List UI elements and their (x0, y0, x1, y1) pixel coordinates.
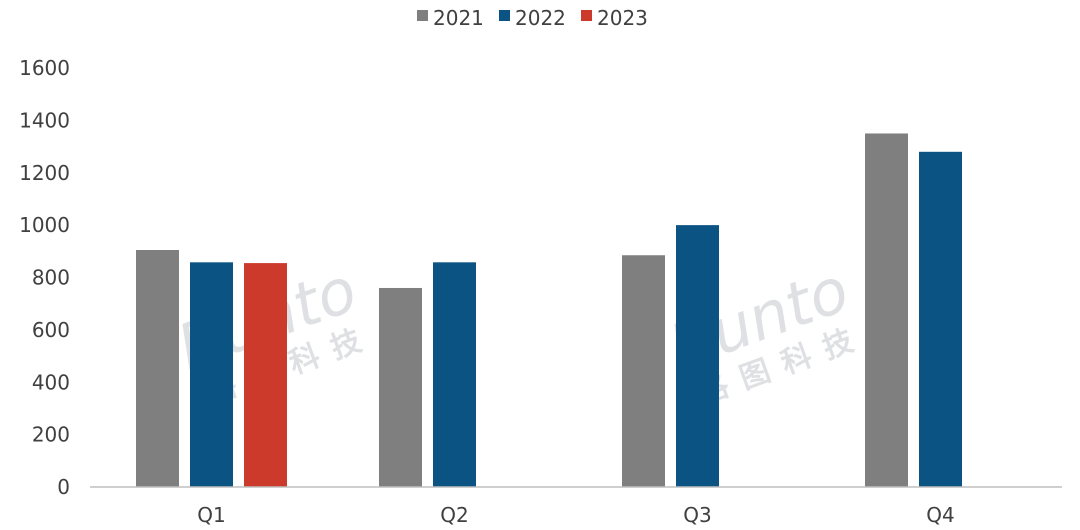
legend-label: 2021 (433, 6, 484, 30)
bar-2021-Q2 (379, 287, 422, 487)
x-tick-label: Q4 (926, 503, 954, 527)
bar-2022-Q2 (433, 262, 476, 487)
y-tick-label: 800 (32, 266, 70, 290)
legend-label: 2022 (515, 6, 566, 30)
bar-2022-Q4 (919, 151, 962, 488)
y-tick-label: 400 (32, 370, 70, 394)
legend-swatch-2022 (499, 10, 510, 21)
x-tick-label: Q1 (197, 503, 225, 527)
bar-2023-Q1 (244, 263, 287, 487)
legend-swatch-2023 (581, 10, 592, 21)
x-tick-label: Q3 (683, 503, 711, 527)
bars (136, 133, 962, 488)
legend-swatch-2021 (417, 10, 428, 21)
x-tick-label: Q2 (440, 503, 468, 527)
legend-label: 2023 (597, 6, 648, 30)
y-tick-label: 1600 (19, 56, 70, 80)
x-axis: Q1 Q2 Q3 Q4 (197, 503, 954, 527)
y-tick-label: 200 (32, 423, 70, 447)
bar-2021-Q1 (136, 250, 179, 487)
bar-2022-Q3 (676, 225, 719, 487)
bar-2021-Q4 (865, 133, 908, 487)
y-tick-label: 1200 (19, 161, 70, 185)
legend: 2021 2022 2023 (417, 6, 648, 30)
bar-2021-Q3 (622, 255, 665, 487)
y-tick-label: 0 (57, 475, 70, 499)
y-tick-label: 1000 (19, 213, 70, 237)
bar-2022-Q1 (190, 262, 233, 487)
y-tick-label: 1400 (19, 108, 70, 132)
y-tick-label: 600 (32, 318, 70, 342)
y-axis: 0 200 400 600 800 1000 1200 1400 1600 (19, 56, 70, 499)
